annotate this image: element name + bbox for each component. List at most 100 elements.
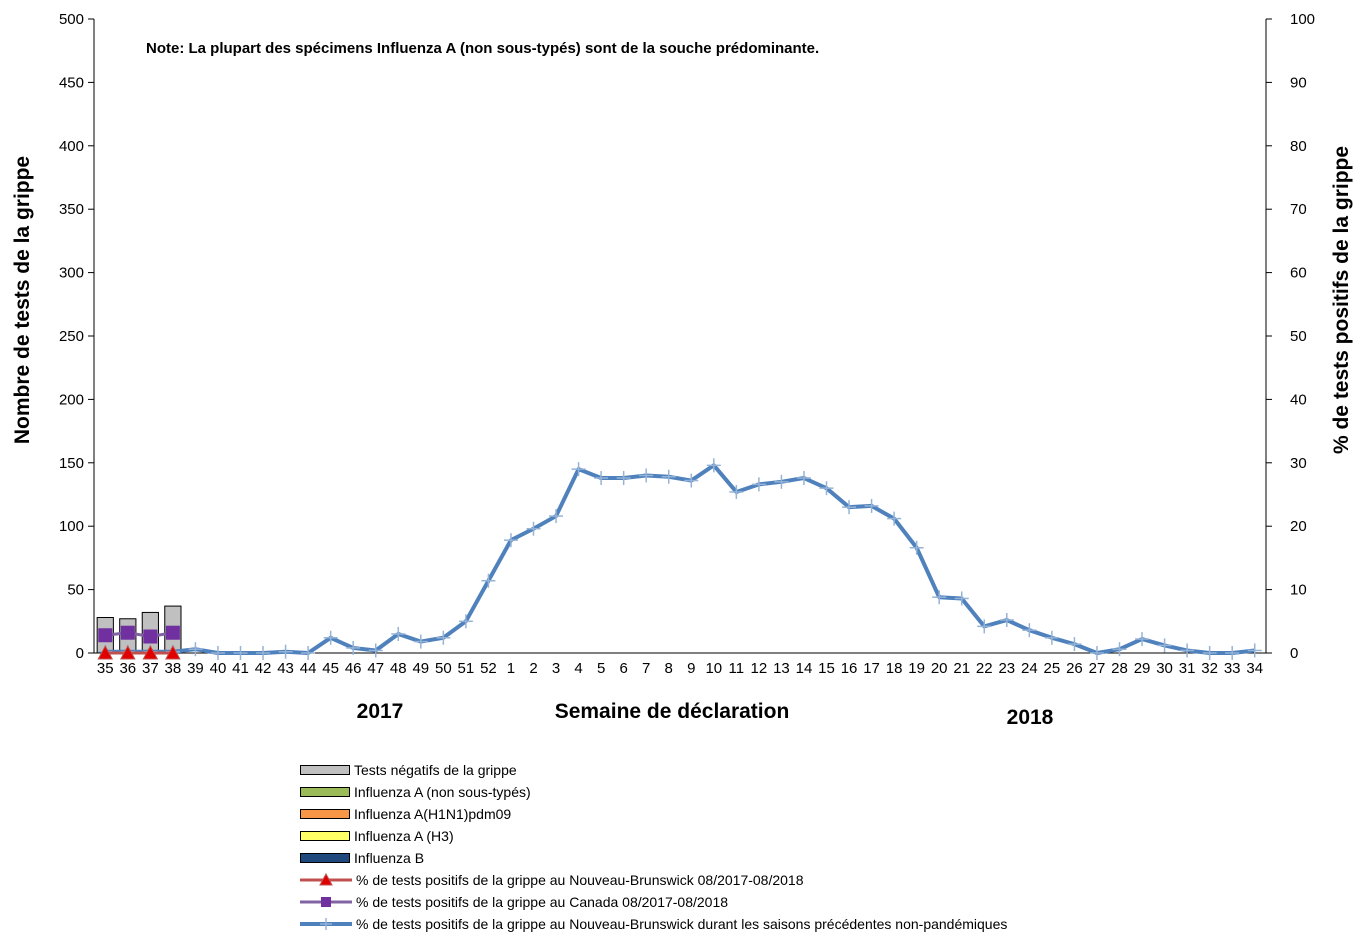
- line-point: [98, 628, 113, 643]
- x-tick-label: 18: [886, 660, 903, 677]
- legend-label: Influenza A (H3): [354, 828, 454, 844]
- legend-item-a-unsubtyped: Influenza A (non sous-typés): [300, 781, 1007, 803]
- y-tick-label-left: 450: [59, 74, 84, 91]
- line-point: [932, 590, 947, 605]
- x-tick-label: 51: [458, 660, 475, 677]
- line-point: [549, 509, 564, 524]
- line-point: [1225, 646, 1240, 660]
- line-point: [323, 630, 338, 645]
- x-tick-label: 38: [165, 660, 182, 677]
- y-tick-label-right: 100: [1290, 11, 1315, 28]
- x-tick-label: 29: [1134, 660, 1151, 677]
- x-tick-label: 49: [412, 660, 429, 677]
- line-point: [1112, 642, 1127, 657]
- x-tick-label: 41: [232, 660, 249, 677]
- x-tick-label: 28: [1111, 660, 1128, 677]
- x-tick-label: 27: [1089, 660, 1106, 677]
- axes: 0501001502002503003504004505000102030405…: [59, 11, 1315, 677]
- x-tick-label: 2: [529, 660, 537, 677]
- legend-swatch: [300, 831, 350, 841]
- legend-swatch: [300, 809, 350, 819]
- line-point: [1180, 643, 1195, 658]
- x-tick-label: 45: [322, 660, 339, 677]
- y-tick-label-right: 20: [1290, 518, 1307, 535]
- y-tick-label-left: 100: [59, 518, 84, 535]
- y-tick-label-right: 50: [1290, 328, 1307, 345]
- y-tick-label-right: 80: [1290, 138, 1307, 155]
- x-tick-label: 22: [976, 660, 993, 677]
- line-point: [571, 462, 586, 477]
- legend-item-b: Influenza B: [300, 847, 1007, 869]
- line-point: [1157, 638, 1172, 653]
- line-point: [143, 629, 158, 644]
- x-tick-label: 50: [435, 660, 452, 677]
- x-tick-label: 30: [1156, 660, 1173, 677]
- x-tick-label: 23: [998, 660, 1015, 677]
- line-point: [796, 471, 811, 486]
- x-tick-label: 34: [1246, 660, 1263, 677]
- line-point: [954, 591, 969, 606]
- legend-item-canada-line: % de tests positifs de la grippe au Cana…: [300, 891, 1007, 913]
- line-point: [503, 533, 518, 548]
- line-point: [1135, 632, 1150, 647]
- line-point: [1247, 643, 1262, 658]
- line-point: [864, 498, 879, 513]
- y-tick-label-right: 70: [1290, 201, 1307, 218]
- y-tick-label-right: 0: [1290, 645, 1298, 662]
- line-point: [368, 643, 383, 658]
- y-tick-label-right: 40: [1290, 391, 1307, 408]
- x-tick-label: 47: [367, 660, 384, 677]
- line-point: [391, 626, 406, 641]
- line-point: [210, 646, 225, 660]
- line-point: [639, 468, 654, 483]
- line-point: [458, 614, 473, 629]
- legend-label: % de tests positifs de la grippe au Nouv…: [356, 872, 804, 888]
- line-point: [616, 471, 631, 486]
- line-point: [188, 642, 203, 657]
- y-tick-label-right: 60: [1290, 265, 1307, 282]
- line-point: [774, 474, 789, 489]
- x-tick-label: 39: [187, 660, 204, 677]
- line-point: [594, 471, 609, 486]
- x-tick-label: 4: [574, 660, 582, 677]
- x-tick-label: 16: [841, 660, 858, 677]
- x-tick-label: 31: [1179, 660, 1196, 677]
- plus-marker-icon: [300, 918, 352, 930]
- x-tick-label: 3: [552, 660, 560, 677]
- line-point: [526, 521, 541, 536]
- x-tick-label: 14: [796, 660, 813, 677]
- legend-swatch: [300, 853, 350, 863]
- x-tick-label: 10: [705, 660, 722, 677]
- line-point: [256, 646, 271, 660]
- x-tick-label: 8: [665, 660, 673, 677]
- y-tick-label-left: 400: [59, 138, 84, 155]
- x-tick-label: 42: [255, 660, 272, 677]
- y-tick-label-left: 350: [59, 201, 84, 218]
- legend-label: Influenza B: [354, 850, 425, 866]
- x-tick-label: 40: [210, 660, 227, 677]
- x-tick-label: 36: [119, 660, 136, 677]
- line-point: [977, 619, 992, 634]
- legend-label: Influenza A (non sous-typés): [354, 784, 531, 800]
- line-point: [842, 500, 857, 515]
- line-point: [706, 458, 721, 473]
- y-tick-label-left: 500: [59, 11, 84, 28]
- line-point: [165, 644, 181, 660]
- legend-item-h1n1: Influenza A(H1N1)pdm09: [300, 803, 1007, 825]
- x-tick-label: 20: [931, 660, 948, 677]
- line-point: [661, 469, 676, 484]
- legend-item-nb-line: % de tests positifs de la grippe au Nouv…: [300, 869, 1007, 891]
- line-point: [119, 644, 136, 660]
- legend-swatch: [300, 787, 350, 797]
- legend-swatch: [300, 765, 350, 775]
- x-tick-label: 24: [1021, 660, 1038, 677]
- year-label-2018: 2018: [1007, 706, 1054, 729]
- line-point: [278, 644, 293, 659]
- x-tick-label: 48: [390, 660, 407, 677]
- x-tick-label: 1: [507, 660, 515, 677]
- line-point: [301, 646, 316, 660]
- x-tick-label: 46: [345, 660, 362, 677]
- y-tick-label-right: 10: [1290, 582, 1307, 599]
- triangle-marker-icon: [300, 873, 352, 886]
- x-tick-label: 19: [908, 660, 925, 677]
